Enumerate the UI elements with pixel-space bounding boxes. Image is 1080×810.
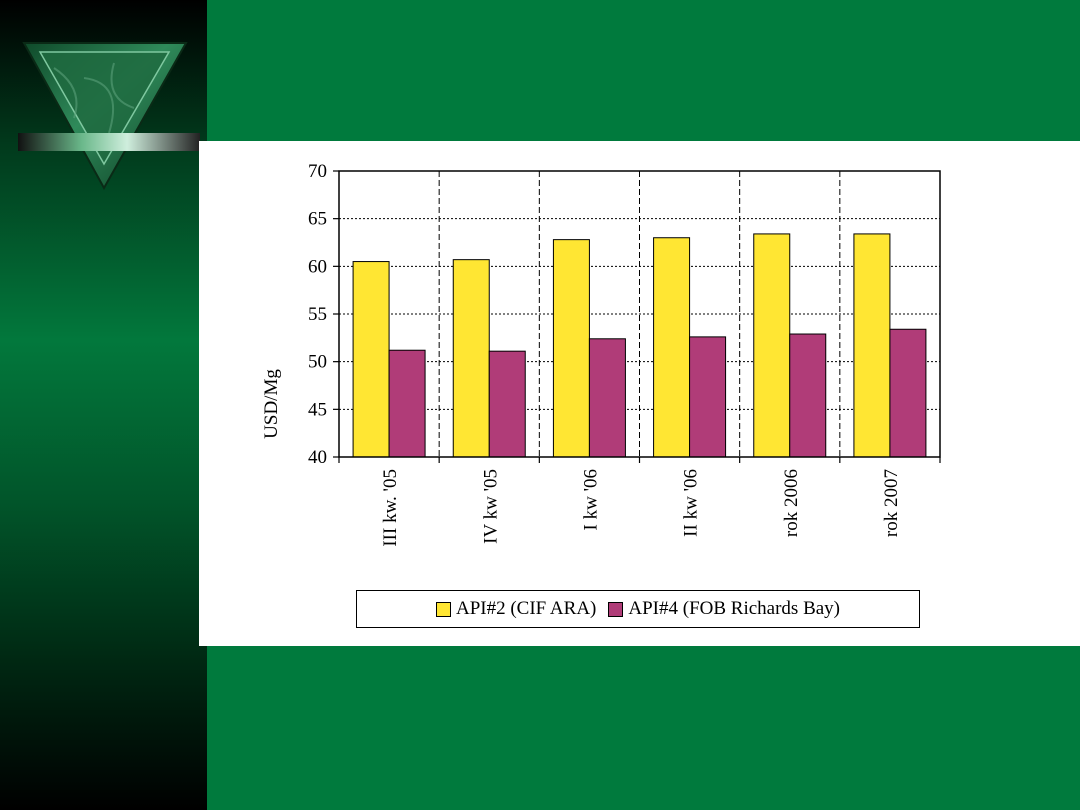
bar-api4 <box>889 328 927 458</box>
bar-api4 <box>388 349 426 458</box>
legend-swatch-api2 <box>435 601 451 617</box>
y-tick-label: 55 <box>308 304 327 325</box>
legend-item-api2: API#2 (CIF ARA) <box>435 598 597 620</box>
y-tick-label: 65 <box>308 209 327 230</box>
bar-api2 <box>653 237 691 458</box>
bar-api2 <box>352 261 390 458</box>
bar-api2 <box>552 239 590 458</box>
green-marble-triangle-logo-icon <box>18 42 200 191</box>
bar-api4 <box>789 333 827 458</box>
chart-legend: API#2 (CIF ARA) API#4 (FOB Richards Bay) <box>356 590 920 628</box>
gridlines <box>339 170 940 458</box>
y-tick-label: 40 <box>308 447 327 468</box>
legend-label-api4: API#4 (FOB Richards Bay) <box>628 598 841 619</box>
axes: 40 45 50 55 60 65 70 III kw. '05 IV kw '05 I kw '… <box>308 161 941 547</box>
y-tick-label: 60 <box>308 256 327 277</box>
y-tick-label: 45 <box>308 399 327 420</box>
bar-api4 <box>689 336 727 458</box>
x-tick-label: rok 2006 <box>781 469 802 537</box>
legend-item-api4: API#4 (FOB Richards Bay) <box>608 598 840 620</box>
x-tick-label: III kw. '05 <box>380 469 401 547</box>
bar-api2 <box>452 259 490 458</box>
bar-api4 <box>488 350 526 458</box>
y-tick-label: 50 <box>308 352 327 373</box>
x-tick-label: I kw '06 <box>580 469 601 530</box>
x-tick-label: II kw '06 <box>681 469 702 537</box>
chart-panel: 40 45 50 55 60 65 70 III kw. '05 IV kw '05 I kw '… <box>199 141 1080 646</box>
x-tick-label: IV kw '05 <box>480 469 501 544</box>
bar-api4 <box>588 338 626 458</box>
bar-api2 <box>753 233 791 458</box>
x-tick-label: rok 2007 <box>881 469 902 537</box>
bar-chart: 40 45 50 55 60 65 70 III kw. '05 IV kw '05 I kw '… <box>261 161 941 547</box>
bar-api2 <box>853 233 891 458</box>
y-axis-title: USD/Mg <box>261 369 282 439</box>
y-tick-label: 70 <box>308 161 327 182</box>
legend-label-api2: API#2 (CIF ARA) <box>455 598 597 619</box>
plot-frame <box>338 170 941 458</box>
bars <box>352 233 927 458</box>
legend-swatch-api4 <box>608 601 624 617</box>
